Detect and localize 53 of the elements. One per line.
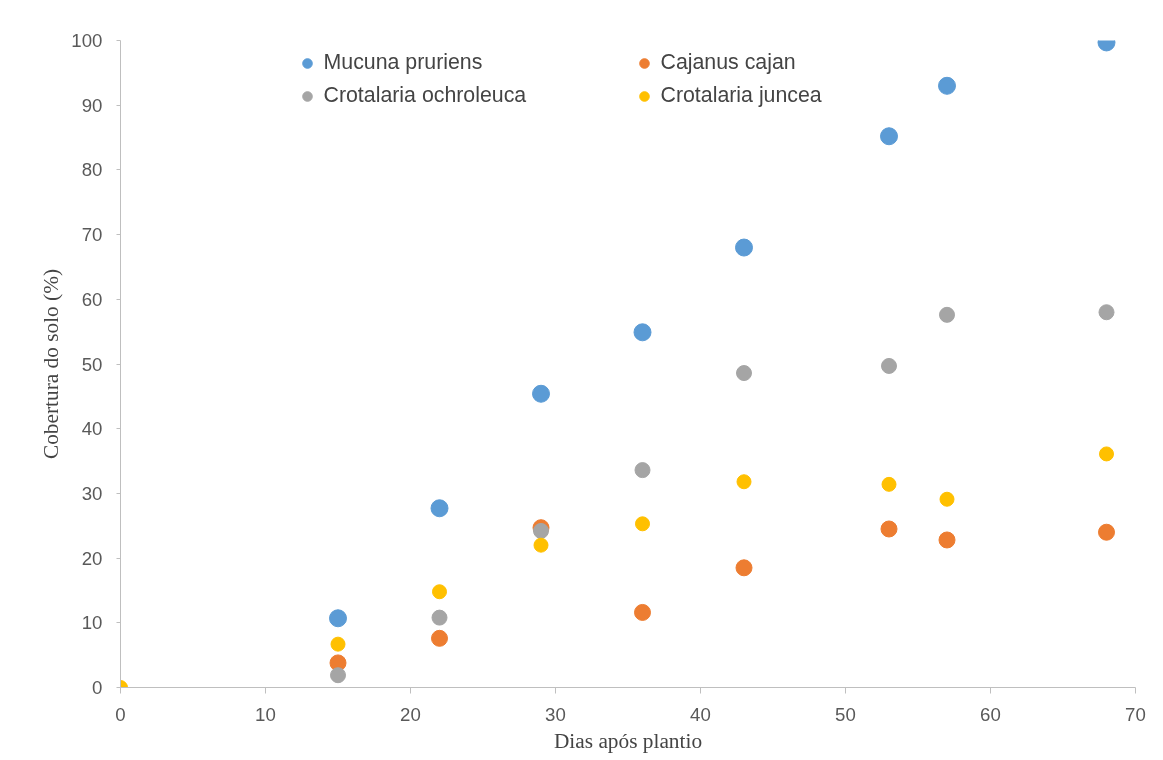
y-tick-label: 60	[81, 288, 103, 310]
point	[736, 474, 752, 490]
point	[939, 306, 955, 323]
point	[330, 667, 346, 684]
point	[736, 365, 752, 382]
legend-label: Mucuna pruriens	[323, 50, 484, 75]
point	[532, 384, 550, 403]
point	[880, 127, 898, 146]
y-tick-label: 20	[81, 547, 103, 569]
point	[1098, 523, 1115, 541]
point	[881, 357, 897, 374]
x-tick-label: 70	[1125, 703, 1146, 725]
point	[430, 499, 449, 518]
point	[880, 520, 898, 538]
point	[432, 584, 447, 600]
point	[634, 603, 651, 621]
legend-label: Crotalaria juncea	[660, 83, 823, 108]
point	[431, 629, 448, 647]
x-axis-title: Dias após plantio	[553, 728, 703, 753]
x-tick-label: 60	[980, 703, 1001, 725]
y-tick-label: 50	[81, 353, 103, 375]
point	[1099, 446, 1114, 462]
point	[330, 636, 346, 652]
legend-label: Crotalaria ochroleuca	[323, 83, 528, 108]
point	[633, 323, 652, 342]
x-tick-label: 10	[255, 703, 276, 725]
y-tick-label: 40	[81, 418, 103, 440]
y-tick-label: 10	[81, 612, 103, 634]
y-tick-label: 90	[81, 94, 103, 116]
x-tick-label: 0	[115, 703, 126, 725]
legend-label: Cajanus cajan	[660, 50, 797, 75]
point	[533, 537, 549, 553]
point	[939, 491, 955, 507]
point	[938, 531, 956, 549]
point	[1098, 304, 1115, 321]
point	[635, 516, 650, 532]
point	[329, 609, 347, 628]
y-tick-label: 100	[71, 30, 103, 51]
x-tick-label: 40	[690, 703, 711, 725]
point	[938, 76, 956, 95]
point	[881, 476, 897, 492]
y-tick-label: 70	[81, 224, 103, 246]
point	[735, 238, 753, 257]
x-tick-label: 50	[835, 703, 856, 725]
point	[431, 609, 448, 626]
point	[735, 559, 753, 577]
x-tick-label: 20	[400, 703, 421, 725]
y-axis-title: Cobertura do solo (%)	[39, 268, 64, 460]
y-tick-label: 30	[81, 482, 103, 504]
point	[634, 462, 651, 479]
y-tick-label: 0	[92, 677, 103, 698]
x-tick-label: 30	[545, 703, 566, 725]
y-tick-label: 80	[81, 159, 103, 181]
